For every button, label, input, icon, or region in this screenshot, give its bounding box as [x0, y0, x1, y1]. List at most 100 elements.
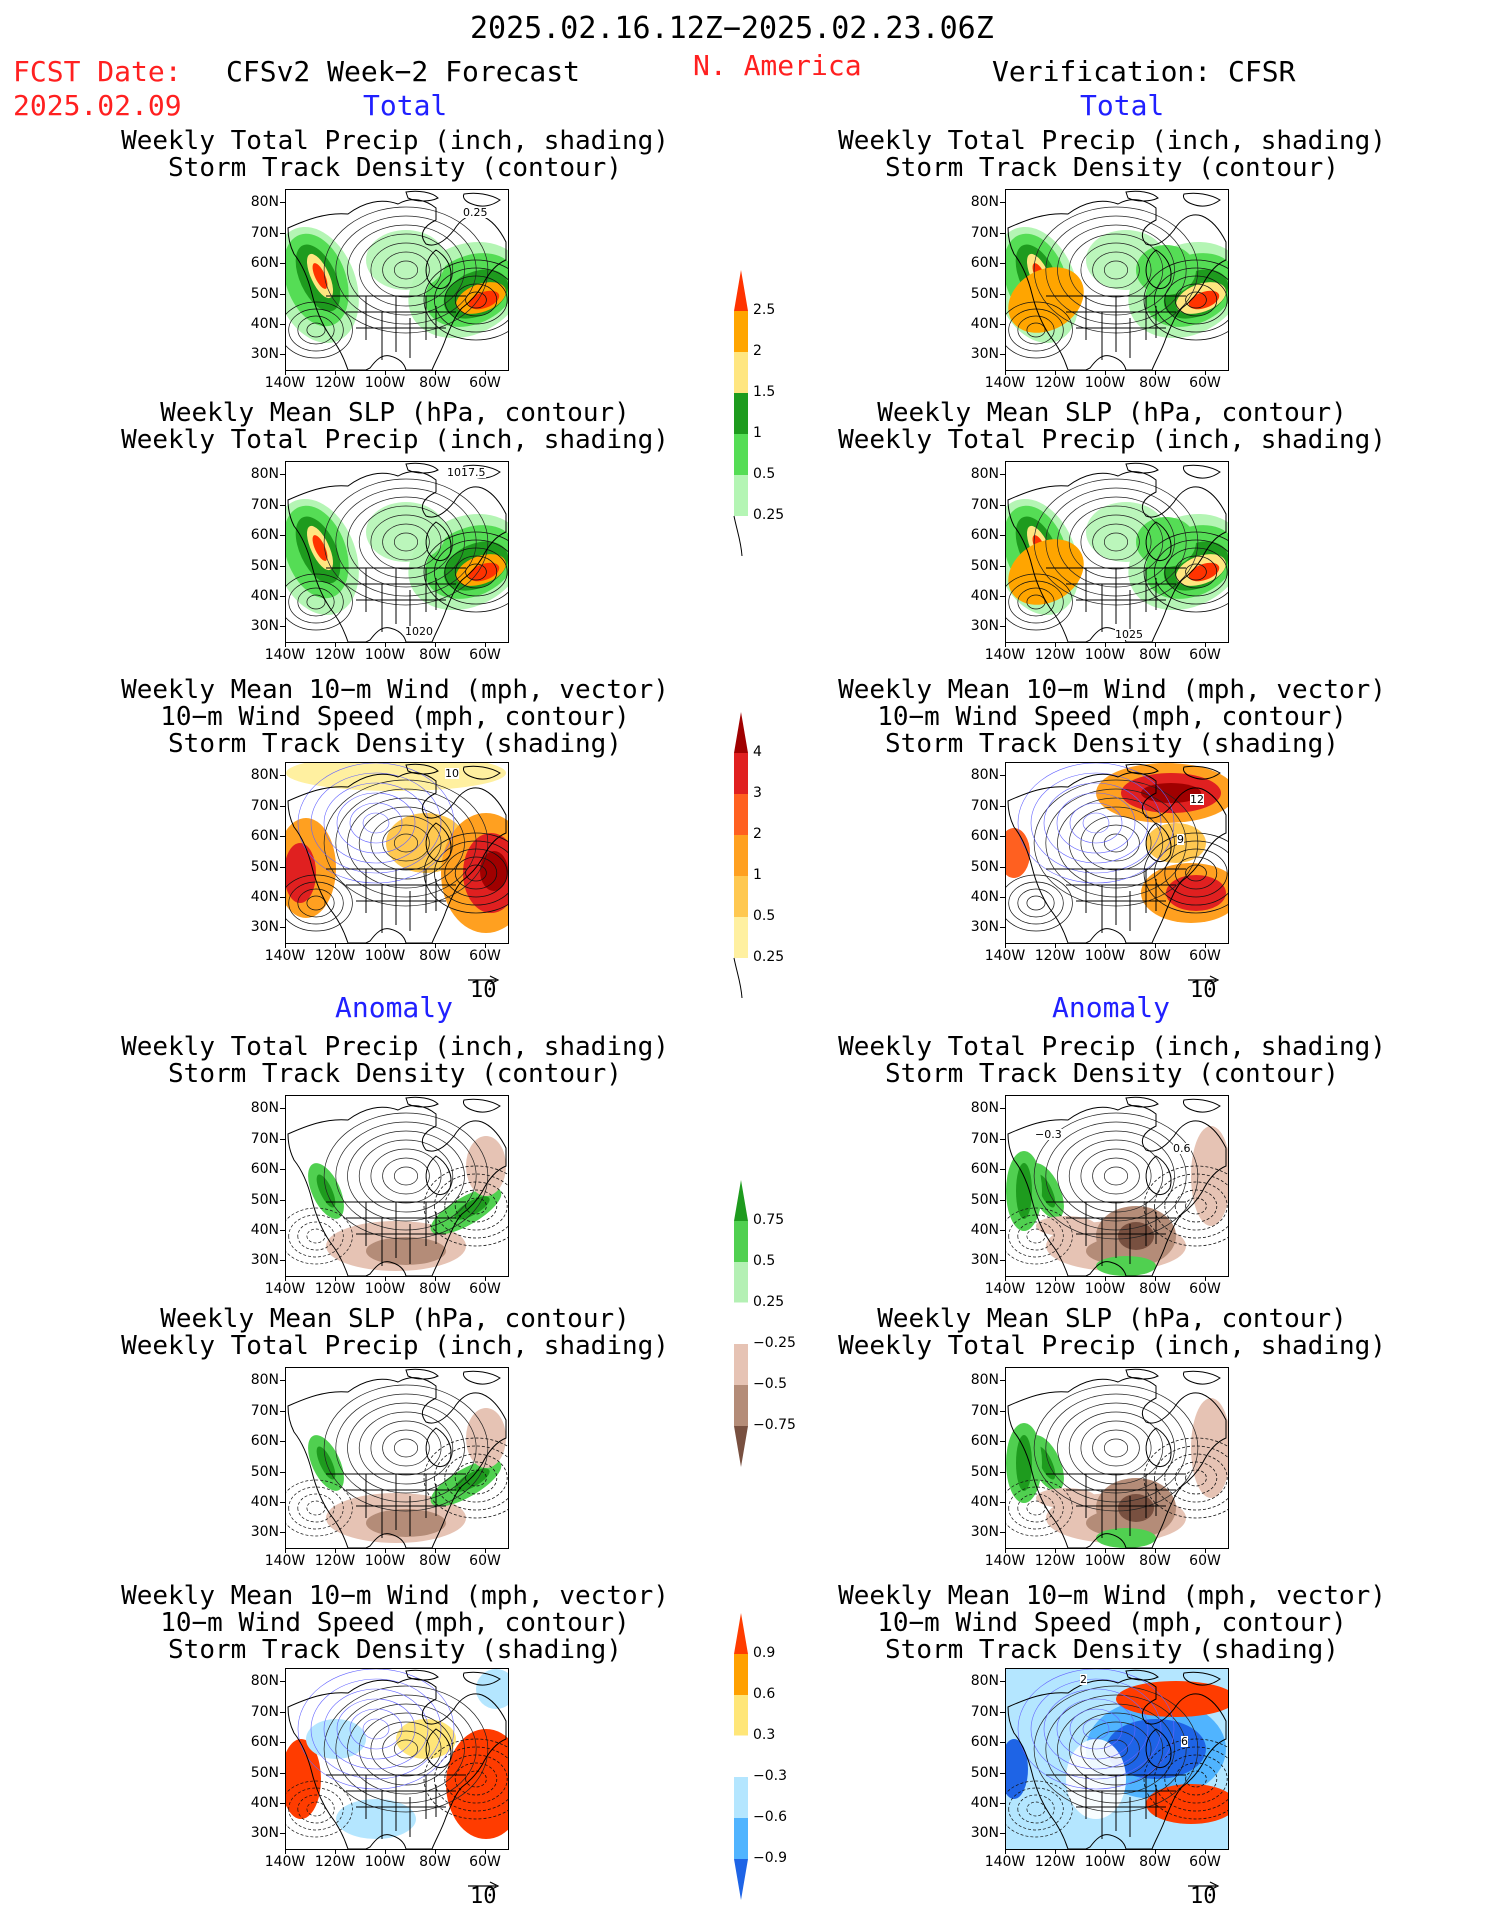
- right-panel-6-vector-arrow: [1188, 1876, 1220, 1895]
- left-panel-5-lon-tick: [385, 1548, 386, 1553]
- right-panel-3-title-line-3: Storm Track Density (shading): [885, 729, 1339, 759]
- left-panel-2-lat-tick: [280, 474, 285, 475]
- right-panel-5-lon-100W: 100W: [1084, 1553, 1126, 1569]
- right-panel-3-lon-60W: 60W: [1189, 948, 1221, 964]
- right-panel-3-vector-arrow: [1188, 970, 1220, 989]
- right-panel-6-map-svg: [1006, 1669, 1228, 1849]
- left-panel-4-lon-tick: [485, 1276, 486, 1281]
- left-panel-3-lon-100W: 100W: [364, 948, 406, 964]
- colorbar-storm_anom-label-0: 0.9: [753, 1645, 776, 1661]
- right-panel-5-lon-tick: [1155, 1548, 1156, 1553]
- left-panel-6-lon-120W: 120W: [314, 1854, 356, 1870]
- right-panel-5-lon-tick: [1105, 1548, 1106, 1553]
- colorbar-storm_total-label-0: 4: [753, 744, 762, 760]
- left-panel-3-lat-40N: 40N: [250, 889, 279, 905]
- left-panel-4-lon-60W: 60W: [469, 1281, 501, 1297]
- left-panel-2-lat-tick: [280, 566, 285, 567]
- left-panel-1-lat-tick: [280, 233, 285, 234]
- colorbar-precip_anom-swatch-3: [733, 1302, 749, 1345]
- left-panel-3-lat-50N: 50N: [250, 859, 279, 875]
- colorbar-precip_anom-swatch-1: [734, 1221, 748, 1262]
- left-panel-6-lon-60W: 60W: [469, 1854, 501, 1870]
- colorbar-storm_total-swatch-1: [734, 753, 748, 794]
- right-panel-5-lat-tick: [1000, 1441, 1005, 1442]
- left-panel-1-lat-50N: 50N: [250, 286, 279, 302]
- colorbar-precip-total: [733, 270, 749, 560]
- right-panel-4-title-line-1: Weekly Total Precip (inch, shading): [838, 1032, 1386, 1062]
- left-panel-2-lat-70N: 70N: [250, 497, 279, 513]
- colorbar-precip_anom-label-5: −0.75: [753, 1417, 796, 1433]
- colorbar-precip_anom-label-3: −0.25: [753, 1335, 796, 1351]
- right-panel-3-lat-tick: [1000, 806, 1005, 807]
- anomaly-label-left: Anomaly: [335, 991, 454, 1024]
- colorbar-precip_total-label-0: 2.5: [753, 302, 776, 318]
- left-panel-1-lon-tick: [285, 370, 286, 375]
- left-panel-6-lat-70N: 70N: [250, 1704, 279, 1720]
- left-panel-3-title-line-1: Weekly Mean 10−m Wind (mph, vector): [121, 675, 669, 705]
- right-panel-1-lat-60N: 60N: [970, 255, 999, 271]
- right-panel-3-lon-tick: [1105, 943, 1106, 948]
- right-panel-3-lon-tick: [1055, 943, 1056, 948]
- left-panel-2-lat-tick: [280, 505, 285, 506]
- left-panel-1-lon-tick: [335, 370, 336, 375]
- colorbar-storm_total-swatch-3: [734, 835, 748, 876]
- right-panel-6-lon-tick: [1005, 1849, 1006, 1854]
- left-panel-4-lon-140W: 140W: [264, 1281, 306, 1297]
- colorbar-storm_anom-swatch-5: [734, 1818, 748, 1859]
- right-panel-3-title-line-2: 10−m Wind Speed (mph, contour): [877, 702, 1347, 732]
- right-panel-5-map: [1005, 1367, 1229, 1549]
- left-panel-6-lon-80W: 80W: [419, 1854, 451, 1870]
- left-panel-2-lat-60N: 60N: [250, 527, 279, 543]
- left-panel-5-lon-tick: [435, 1548, 436, 1553]
- left-panel-6-lat-80N: 80N: [250, 1673, 279, 1689]
- right-panel-2-map: [1005, 461, 1229, 643]
- right-panel-3-lat-tick: [1000, 897, 1005, 898]
- colorbar-storm_total-label-1: 3: [753, 785, 762, 801]
- left-panel-6-lon-tick: [285, 1849, 286, 1854]
- left-panel-4-lat-tick: [280, 1200, 285, 1201]
- left-panel-1-lon-80W: 80W: [419, 375, 451, 391]
- right-panel-4-lat-tick: [1000, 1139, 1005, 1140]
- left-panel-2-title-line-1: Weekly Mean SLP (hPa, contour): [160, 398, 630, 428]
- right-panel-1-lon-tick: [1055, 370, 1056, 375]
- right-panel-2-lat-60N: 60N: [970, 527, 999, 543]
- left-panel-1-lon-120W: 120W: [314, 375, 356, 391]
- left-panel-6-lat-tick: [280, 1803, 285, 1804]
- colorbar-precip_total-swatch-5: [734, 475, 748, 516]
- right-panel-6-title-line-2: 10−m Wind Speed (mph, contour): [877, 1608, 1347, 1638]
- left-panel-3-lon-120W: 120W: [314, 948, 356, 964]
- right-panel-6-map: [1005, 1668, 1229, 1850]
- left-panel-6-lon-tick: [435, 1849, 436, 1854]
- left-panel-3-lon-tick: [285, 943, 286, 948]
- right-panel-6-lat-40N: 40N: [970, 1795, 999, 1811]
- colorbar-precip_anom-swatch-0: [734, 1180, 748, 1221]
- fcst-date-value: 2025.02.09: [13, 89, 182, 122]
- left-panel-6-lon-tick: [385, 1849, 386, 1854]
- right-panel-3-lat-tick: [1000, 836, 1005, 837]
- colorbar-storm_total-swatch-2: [734, 794, 748, 835]
- right-panel-5-lon-80W: 80W: [1139, 1553, 1171, 1569]
- left-panel-5-lat-tick: [280, 1502, 285, 1503]
- right-panel-1-lon-80W: 80W: [1139, 375, 1171, 391]
- left-panel-1-lat-tick: [280, 202, 285, 203]
- contour-label-p3_right_b: 9: [1177, 833, 1184, 846]
- left-panel-4-lon-tick: [385, 1276, 386, 1281]
- left-panel-3-map: [285, 762, 509, 944]
- right-panel-4-lon-tick: [1055, 1276, 1056, 1281]
- colorbar-storm_total-swatch-0: [734, 712, 748, 753]
- left-panel-3-lon-tick: [435, 943, 436, 948]
- right-panel-4-lon-60W: 60W: [1189, 1281, 1221, 1297]
- colorbar-precip_total-swatch-0: [734, 270, 748, 311]
- left-panel-3-lon-60W: 60W: [469, 948, 501, 964]
- right-panel-6-lat-tick: [1000, 1833, 1005, 1834]
- left-panel-2-map: [285, 461, 509, 643]
- colorbar-precip_anom-swatch-5: [734, 1385, 748, 1426]
- right-panel-3-lon-140W: 140W: [984, 948, 1026, 964]
- colorbar-storm_anom-label-3: −0.3: [753, 1768, 787, 1784]
- left-panel-6-title-line-3: Storm Track Density (shading): [168, 1635, 622, 1665]
- right-panel-1-lat-50N: 50N: [970, 286, 999, 302]
- left-panel-6-map-svg: [286, 1669, 508, 1849]
- contour-label-p1_left: 0.25: [463, 206, 488, 219]
- colorbar-precip_anom-swatch-2: [734, 1262, 748, 1303]
- left-panel-2-title-line-2: Weekly Total Precip (inch, shading): [121, 425, 669, 455]
